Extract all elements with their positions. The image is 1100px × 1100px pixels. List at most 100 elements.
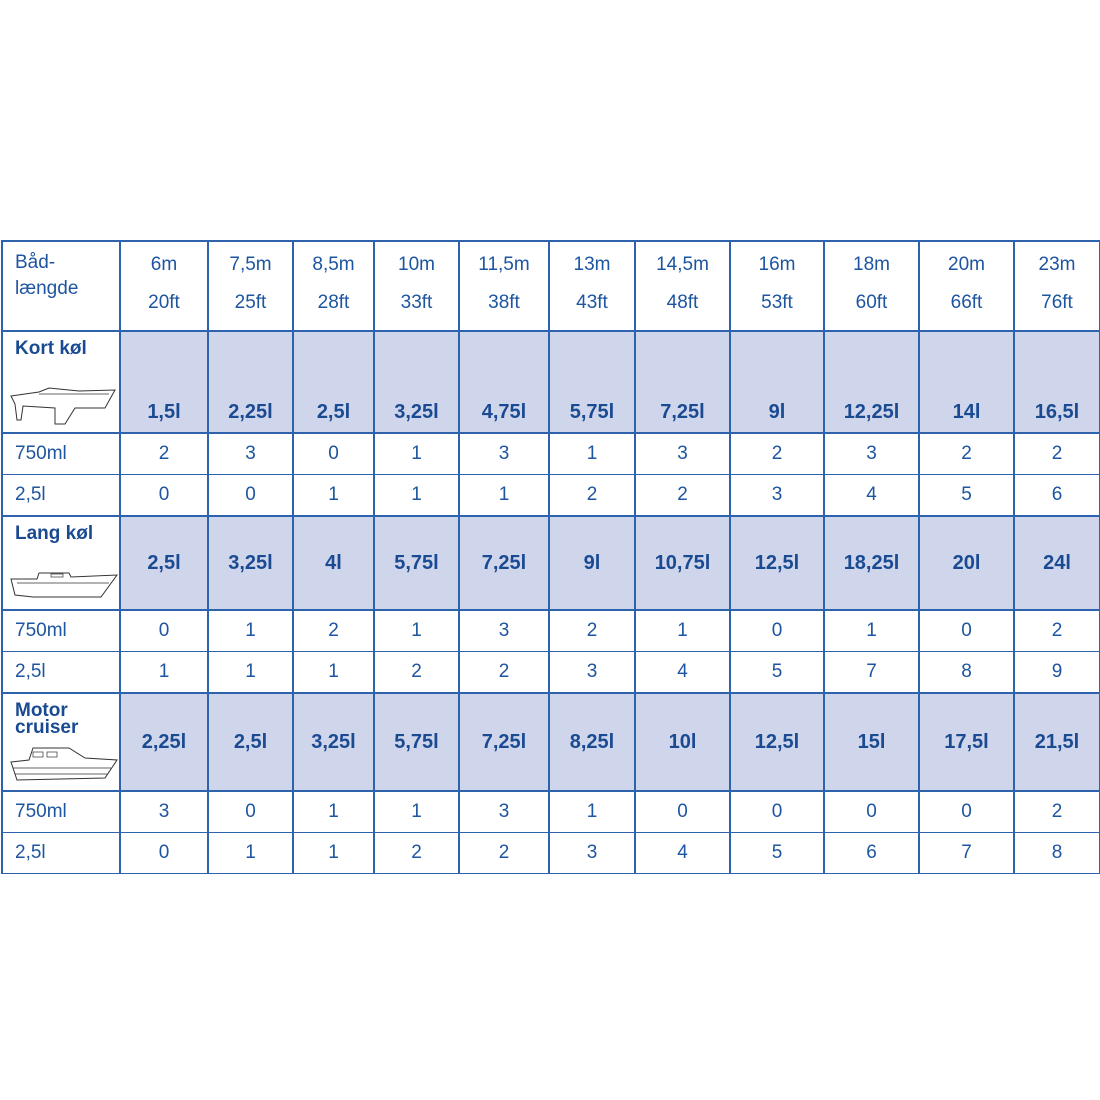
total-volume: 8,25l bbox=[548, 692, 636, 792]
bottle-count: 1 bbox=[548, 432, 636, 475]
bottle-count: 5 bbox=[729, 832, 825, 874]
bottle-size-label: 750ml bbox=[1, 432, 121, 475]
bottle-count: 2 bbox=[548, 474, 636, 517]
total-volume: 20l bbox=[918, 515, 1015, 611]
bottle-count: 2 bbox=[458, 651, 550, 694]
length-feet: 53ft bbox=[761, 292, 793, 313]
total-volume: 24l bbox=[1013, 515, 1100, 611]
total-volume: 4l bbox=[292, 515, 375, 611]
total-volume: 14l bbox=[918, 330, 1015, 434]
bottle-count: 2 bbox=[458, 832, 550, 874]
total-volume: 2,25l bbox=[207, 330, 294, 434]
boat-type-row: Motor cruiser 2,25l 2,5l 3,25l 5,75l 7,25l 8,25… bbox=[1, 692, 1100, 792]
total-volume: 12,5l bbox=[729, 692, 825, 792]
boat-type-row: Lang køl 2,5l 3,25l 4l 5,75l 7,25l 9l 10,75l 12,… bbox=[1, 515, 1100, 611]
total-volume: 7,25l bbox=[634, 330, 731, 434]
boat-length-table: Båd- længde 6m 20ft 7,5m 25ft 8,5m 28ft 10m 33f… bbox=[1, 240, 1100, 874]
total-volume: 2,25l bbox=[119, 692, 209, 792]
length-feet: 33ft bbox=[400, 292, 433, 313]
total-volume: 12,25l bbox=[823, 330, 920, 434]
bottle-count: 3 bbox=[729, 474, 825, 517]
bottle-count: 7 bbox=[823, 651, 920, 694]
total-volume: 10,75l bbox=[634, 515, 731, 611]
bottle-count: 2 bbox=[729, 432, 825, 475]
length-meters: 14,5m bbox=[656, 254, 709, 275]
column-header: 7,5m 25ft bbox=[207, 240, 294, 332]
total-volume: 10l bbox=[634, 692, 731, 792]
total-volume: 21,5l bbox=[1013, 692, 1100, 792]
bottle-count-row: 750ml 0 1 2 1 3 2 1 0 1 0 2 bbox=[1, 609, 1100, 652]
header-row: Båd- længde 6m 20ft 7,5m 25ft 8,5m 28ft 10m 33f… bbox=[1, 240, 1100, 332]
total-volume: 17,5l bbox=[918, 692, 1015, 792]
bottle-count: 2 bbox=[548, 609, 636, 652]
length-feet: 20ft bbox=[148, 292, 180, 313]
length-meters: 23m bbox=[1038, 254, 1076, 275]
bottle-count: 3 bbox=[458, 790, 550, 833]
column-header: 10m 33ft bbox=[373, 240, 460, 332]
bottle-count-row: 2,5l 1 1 1 2 2 3 4 5 7 8 9 bbox=[1, 651, 1100, 694]
length-feet: 60ft bbox=[855, 292, 888, 313]
column-header: 23m 76ft bbox=[1013, 240, 1100, 332]
total-volume: 7,25l bbox=[458, 692, 550, 792]
bottle-count: 2 bbox=[1013, 790, 1100, 833]
bottle-count: 1 bbox=[823, 609, 920, 652]
column-header: 18m 60ft bbox=[823, 240, 920, 332]
bottle-count: 6 bbox=[823, 832, 920, 874]
bottle-count: 1 bbox=[292, 651, 375, 694]
bottle-count: 4 bbox=[634, 651, 731, 694]
bottle-count: 3 bbox=[458, 609, 550, 652]
bottle-count: 0 bbox=[729, 609, 825, 652]
bottle-count: 0 bbox=[729, 790, 825, 833]
column-header: 13m 43ft bbox=[548, 240, 636, 332]
column-header: 16m 53ft bbox=[729, 240, 825, 332]
column-header: 6m 20ft bbox=[119, 240, 209, 332]
bottle-count-row: 750ml 2 3 0 1 3 1 3 2 3 2 2 bbox=[1, 432, 1100, 475]
length-feet: 66ft bbox=[950, 292, 983, 313]
bottle-count: 2 bbox=[918, 432, 1015, 475]
bottle-count: 1 bbox=[207, 832, 294, 874]
bottle-count: 1 bbox=[373, 474, 460, 517]
total-volume: 2,5l bbox=[207, 692, 294, 792]
total-volume: 3,25l bbox=[373, 330, 460, 434]
bottle-count: 1 bbox=[373, 609, 460, 652]
bottle-count: 2 bbox=[1013, 432, 1100, 475]
bottle-count: 2 bbox=[373, 651, 460, 694]
length-meters: 13m bbox=[573, 254, 611, 275]
bottle-count: 0 bbox=[207, 790, 294, 833]
bottle-count: 3 bbox=[548, 651, 636, 694]
bottle-size-label: 750ml bbox=[1, 609, 121, 652]
length-meters: 6m bbox=[150, 254, 178, 275]
total-volume: 3,25l bbox=[207, 515, 294, 611]
bottle-count: 0 bbox=[292, 432, 375, 475]
total-volume: 7,25l bbox=[458, 515, 550, 611]
total-volume: 5,75l bbox=[373, 692, 460, 792]
bottle-count: 1 bbox=[373, 432, 460, 475]
bottle-size-label: 750ml bbox=[1, 790, 121, 833]
column-header: 20m 66ft bbox=[918, 240, 1015, 332]
boat-type-name: Motor cruiser bbox=[3, 694, 119, 737]
bottle-count: 2 bbox=[373, 832, 460, 874]
total-volume: 15l bbox=[823, 692, 920, 792]
length-feet: 76ft bbox=[1041, 292, 1073, 313]
bottle-count: 5 bbox=[729, 651, 825, 694]
bottle-count: 0 bbox=[823, 790, 920, 833]
column-header: 14,5m 48ft bbox=[634, 240, 731, 332]
length-meters: 7,5m bbox=[229, 254, 272, 275]
bottle-count-row: 2,5l 0 0 1 1 1 2 2 3 4 5 6 bbox=[1, 474, 1100, 517]
bottle-count: 3 bbox=[119, 790, 209, 833]
total-volume: 5,75l bbox=[548, 330, 636, 434]
bottle-count-row: 2,5l 0 1 1 2 2 3 4 5 6 7 8 bbox=[1, 832, 1100, 874]
length-feet: 43ft bbox=[576, 292, 608, 313]
bottle-count: 0 bbox=[918, 790, 1015, 833]
boat-type-cell: Motor cruiser bbox=[1, 692, 121, 792]
bottle-count: 3 bbox=[458, 432, 550, 475]
bottle-count: 5 bbox=[918, 474, 1015, 517]
total-volume: 1,5l bbox=[119, 330, 209, 434]
total-volume: 2,5l bbox=[119, 515, 209, 611]
total-volume: 16,5l bbox=[1013, 330, 1100, 434]
length-meters: 11,5m bbox=[478, 254, 530, 275]
boat-type-name: Kort køl bbox=[15, 338, 87, 359]
bottle-size-label: 2,5l bbox=[1, 474, 121, 517]
bottle-count: 2 bbox=[634, 474, 731, 517]
length-meters: 16m bbox=[758, 254, 796, 275]
